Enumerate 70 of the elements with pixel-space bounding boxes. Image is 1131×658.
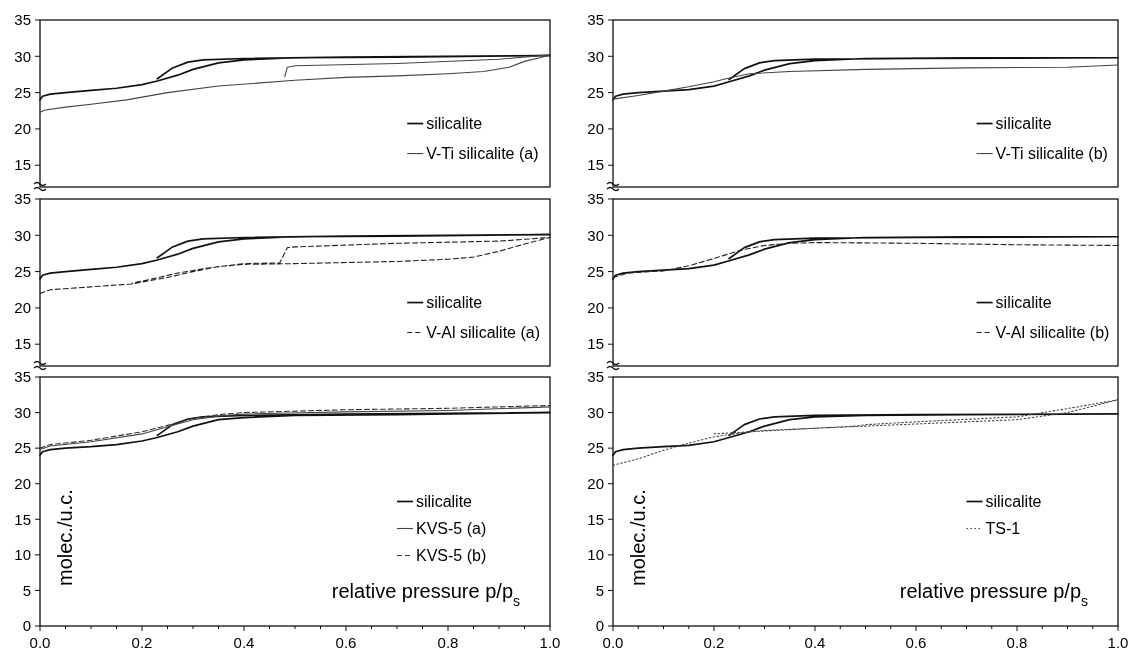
- y-tick-label: 30: [587, 226, 604, 244]
- y-tick-label: 15: [14, 510, 31, 528]
- y-tick-label: 30: [14, 403, 31, 421]
- line-series: [39, 54, 551, 113]
- x-axis-title: relative pressure p/p$_{s}$: [331, 580, 520, 609]
- y-tick-label: 10: [14, 546, 31, 564]
- legend-label: KVS-5 (b): [416, 547, 487, 565]
- y-tick-label: 25: [587, 262, 604, 280]
- y-tick-label: 15: [587, 156, 604, 174]
- y-tick-label: 35: [587, 190, 604, 208]
- y-tick-label: 5: [22, 581, 31, 599]
- line-series: [39, 236, 551, 294]
- y-tick-label: 15: [14, 335, 31, 353]
- legend-label: KVS-5 (a): [416, 520, 487, 538]
- y-tick-label: 15: [587, 335, 604, 353]
- legend-label: V-Ti silicalite (b): [995, 145, 1108, 163]
- x-tick-label: 0.0: [29, 634, 51, 651]
- legend-label: silicalite: [426, 294, 483, 312]
- legend-label: silicalite: [985, 493, 1042, 511]
- y-tick-label: 35: [14, 190, 31, 208]
- y-axis-title: molec./u.c.: [54, 489, 76, 586]
- x-tick-label: 0.6: [335, 634, 357, 651]
- y-tick-label: 20: [587, 299, 604, 317]
- legend-label: TS-1: [985, 520, 1021, 538]
- x-tick-label: 0.8: [437, 634, 459, 651]
- y-tick-label: 25: [587, 83, 604, 101]
- y-tick-label: 35: [14, 368, 31, 386]
- line-series: [612, 242, 1119, 278]
- y-tick-label: 20: [14, 120, 31, 138]
- x-tick-label: 0.4: [233, 634, 255, 651]
- legend-label: V-Al silicalite (a): [426, 324, 541, 342]
- y-tick-label: 20: [14, 299, 31, 317]
- y-tick-label: 25: [14, 439, 31, 457]
- y-tick-label: 25: [587, 439, 604, 457]
- legend-label: V-Al silicalite (b): [995, 324, 1110, 342]
- x-tick-label: 0.2: [131, 634, 153, 651]
- y-tick-label: 30: [14, 226, 31, 244]
- y-tick-label: 5: [595, 581, 604, 599]
- legend-label: silicalite: [995, 115, 1052, 133]
- y-tick-label: 20: [587, 474, 604, 492]
- y-tick-label: 15: [587, 510, 604, 528]
- y-axis-title: molec./u.c.: [627, 489, 649, 586]
- y-tick-label: 0: [22, 617, 31, 635]
- y-tick-label: 30: [587, 403, 604, 421]
- y-tick-label: 35: [587, 368, 604, 386]
- y-tick-label: 30: [587, 47, 604, 65]
- legend-label: silicalite: [426, 115, 483, 133]
- legend-label: V-Ti silicalite (a): [426, 145, 539, 163]
- legend-label: silicalite: [995, 294, 1052, 312]
- y-tick-label: 0: [595, 617, 604, 635]
- y-tick-label: 25: [14, 262, 31, 280]
- x-tick-label: 0.6: [905, 634, 927, 651]
- y-tick-label: 20: [14, 474, 31, 492]
- x-tick-label: 0.2: [703, 634, 725, 651]
- x-tick-label: 0.0: [602, 634, 624, 651]
- line-series: [612, 399, 1119, 466]
- y-tick-label: 15: [14, 156, 31, 174]
- y-tick-label: 35: [14, 11, 31, 29]
- legend-label: silicalite: [416, 493, 473, 511]
- y-tick-label: 30: [14, 47, 31, 65]
- x-tick-label: 1.0: [1107, 634, 1129, 651]
- y-tick-label: 25: [14, 83, 31, 101]
- y-tick-label: 20: [587, 120, 604, 138]
- y-tick-label: 10: [587, 546, 604, 564]
- x-tick-label: 0.8: [1006, 634, 1028, 651]
- line-series: [612, 64, 1119, 100]
- x-tick-label: 1.0: [539, 634, 561, 651]
- y-tick-label: 35: [587, 11, 604, 29]
- x-tick-label: 0.4: [804, 634, 826, 651]
- x-axis-title: relative pressure p/p$_{s}$: [899, 580, 1088, 609]
